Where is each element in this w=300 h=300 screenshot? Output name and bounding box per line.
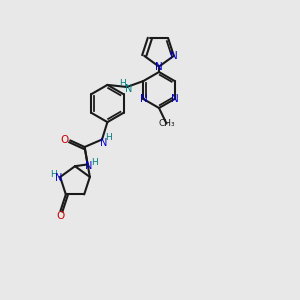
Text: O: O <box>56 211 64 221</box>
Text: N: N <box>100 137 107 148</box>
Text: H: H <box>105 133 112 142</box>
Text: N: N <box>125 83 132 94</box>
Text: O: O <box>61 135 69 146</box>
Text: H: H <box>50 170 57 179</box>
Text: N: N <box>171 94 178 104</box>
Text: N: N <box>85 161 93 171</box>
Text: N: N <box>55 173 62 184</box>
Text: N: N <box>140 94 147 104</box>
Text: N: N <box>155 61 163 72</box>
Text: H: H <box>119 80 126 88</box>
Text: H: H <box>91 158 98 166</box>
Text: CH₃: CH₃ <box>158 119 175 128</box>
Text: N: N <box>170 51 178 61</box>
